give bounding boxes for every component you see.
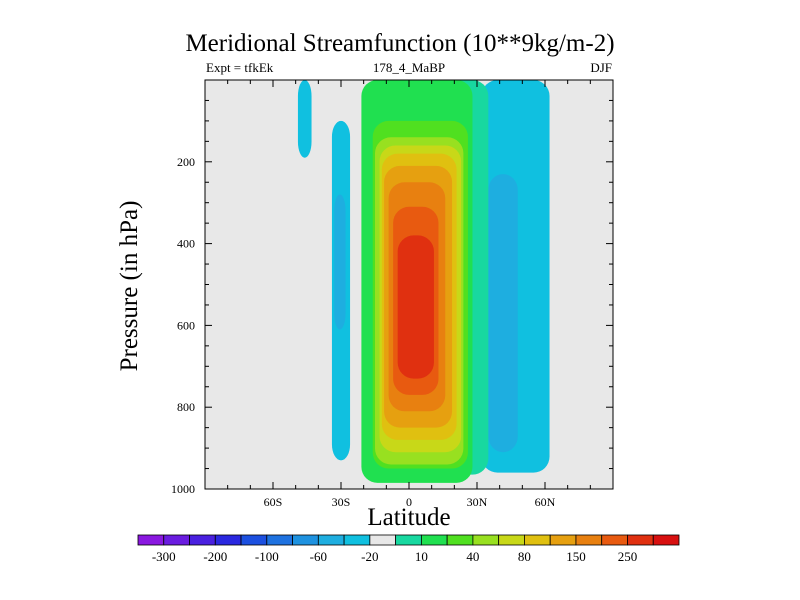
chart-title: Meridional Streamfunction (10**9kg/m-2) — [185, 30, 615, 57]
colorbar-swatch — [601, 534, 628, 546]
colorbar-swatch — [266, 534, 293, 546]
x-tick-label: 60S — [264, 495, 283, 509]
colorbar-label: 150 — [566, 549, 586, 564]
colorbar-label: -300 — [152, 549, 176, 564]
colorbar-swatch — [343, 534, 371, 546]
colorbar-swatch — [549, 534, 577, 546]
y-axis-label: Pressure (in hPa) — [116, 200, 143, 372]
colorbar-swatch — [369, 534, 397, 546]
colorbar-label: 80 — [518, 549, 531, 564]
colorbar-swatch — [137, 534, 165, 546]
colorbar-swatch — [498, 534, 525, 546]
y-tick-label: 600 — [177, 318, 195, 332]
y-tick-label: 800 — [177, 400, 195, 414]
x-tick-label: 30N — [467, 495, 488, 509]
colorbar-swatch — [652, 534, 680, 546]
colorbar-label: 40 — [466, 549, 479, 564]
colorbar-swatch — [575, 534, 603, 546]
contour-band-14 — [397, 235, 434, 379]
colorbar-swatch — [446, 534, 474, 546]
colorbar-swatch — [317, 534, 345, 546]
colorbar-swatch — [420, 534, 448, 546]
y-tick-label: 400 — [177, 237, 195, 251]
colorbar-label: -60 — [310, 549, 327, 564]
x-axis-label: Latitude — [367, 504, 451, 531]
colorbar-label: -100 — [255, 549, 279, 564]
y-tick-label: 200 — [177, 155, 195, 169]
colorbar-label: -200 — [203, 549, 227, 564]
contour-band-0 — [297, 80, 312, 158]
colorbar-swatch — [163, 534, 190, 546]
colorbar-swatch — [292, 534, 319, 546]
colorbar-swatch — [524, 534, 551, 546]
subtitle-center: 178_4_MaBP — [372, 60, 446, 75]
colorbar-swatch — [214, 534, 242, 546]
x-tick-label: 60N — [535, 495, 556, 509]
colorbar-swatch — [240, 534, 268, 546]
colorbar-label: -20 — [361, 549, 378, 564]
x-tick-label: 0 — [406, 495, 412, 509]
contour-band-2 — [334, 194, 346, 330]
contour-band-4 — [488, 174, 518, 453]
colorbar-swatch — [627, 534, 654, 546]
colorbar-swatch — [189, 534, 216, 546]
colorbar-swatch — [395, 534, 422, 546]
colorbar-label: 10 — [415, 549, 428, 564]
y-tick-label: 1000 — [171, 482, 195, 496]
colorbar-label: 250 — [618, 549, 638, 564]
subtitle-left: Expt = tfkEk — [206, 60, 274, 75]
colorbar-swatch — [472, 534, 500, 546]
subtitle-right: DJF — [590, 60, 612, 75]
x-tick-label: 30S — [332, 495, 351, 509]
